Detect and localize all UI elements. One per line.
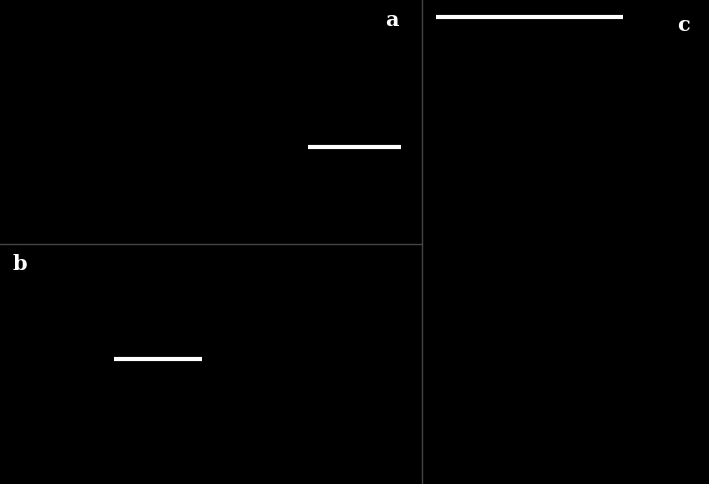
Text: c: c: [677, 15, 690, 34]
Text: b: b: [13, 254, 27, 274]
Text: a: a: [386, 10, 399, 30]
